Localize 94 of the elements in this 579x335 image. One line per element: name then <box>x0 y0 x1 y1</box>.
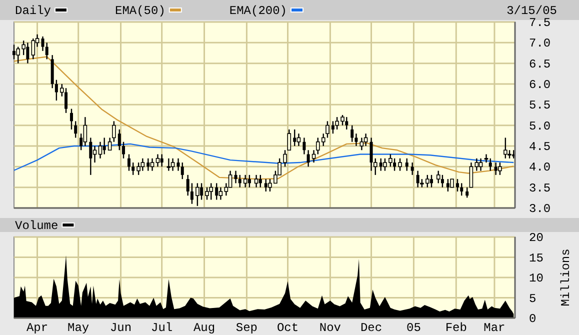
candlestick <box>180 162 184 180</box>
candlestick <box>364 133 368 147</box>
candlestick <box>136 162 140 176</box>
candlestick <box>41 36 44 52</box>
x-tick-label: Apr <box>26 321 48 335</box>
candlestick <box>293 128 296 147</box>
candlestick <box>350 124 354 142</box>
x-tick-label: Aug <box>193 321 216 335</box>
candlestick <box>166 158 171 172</box>
candlestick <box>70 108 73 130</box>
candlestick <box>215 182 218 200</box>
candlestick <box>112 120 116 142</box>
candlestick <box>98 141 102 159</box>
y-tick-label: 15 <box>529 251 544 266</box>
candlestick <box>218 186 223 200</box>
candlestick <box>398 158 402 172</box>
legend-label: EMA(200) <box>229 4 288 18</box>
candlestick <box>405 158 408 172</box>
y-tick-label: 20 <box>529 231 544 245</box>
x-tick-label: May <box>68 321 90 335</box>
y-axis-title: Millions <box>559 248 573 306</box>
y-tick-label: 5.5 <box>529 98 551 113</box>
candlestick <box>160 154 164 168</box>
candlestick <box>118 128 121 151</box>
x-tick-label: Jul <box>151 321 173 335</box>
candlestick <box>498 162 502 176</box>
y-tick-label: 5.0 <box>529 119 551 134</box>
candlestick <box>484 154 488 164</box>
candlestick <box>83 116 88 147</box>
candlestick <box>466 186 469 198</box>
candlestick <box>243 174 248 188</box>
y-tick-label: 3.0 <box>529 202 551 216</box>
candlestick <box>488 158 492 172</box>
candlestick <box>209 182 214 200</box>
candlestick <box>146 158 150 172</box>
candlestick <box>258 174 262 188</box>
text: 3/15/05 <box>506 4 557 18</box>
candlestick <box>360 137 364 151</box>
x-tick-label: 05 <box>406 321 421 335</box>
x-tick-label: Dec <box>360 321 382 335</box>
candlestick <box>150 158 154 172</box>
candlestick <box>306 150 310 168</box>
candlestick <box>31 38 36 60</box>
candlestick <box>234 170 238 184</box>
candlestick <box>254 174 258 188</box>
candlestick <box>89 137 92 176</box>
candlestick <box>478 158 483 172</box>
y-tick-label: 3.5 <box>529 181 551 196</box>
candlestick <box>74 120 78 138</box>
candlestick <box>474 158 479 172</box>
y-tick-label: 6.0 <box>529 78 551 92</box>
candlestick <box>190 182 194 204</box>
candlestick <box>504 137 508 159</box>
candlestick <box>45 42 48 60</box>
candlestick <box>410 162 414 176</box>
candlestick <box>238 174 242 188</box>
candlestick <box>132 162 135 176</box>
candlestick <box>170 158 175 172</box>
x-tick-label: Jun <box>110 321 132 335</box>
x-tick-label: Nov <box>319 321 342 335</box>
candlestick <box>122 141 126 159</box>
y-tick-label: 4.0 <box>529 160 551 175</box>
y-tick-label: 7.5 <box>529 16 551 30</box>
candlestick <box>354 133 358 147</box>
candlestick <box>127 154 130 172</box>
candlestick <box>140 158 145 172</box>
candlestick <box>186 174 190 196</box>
candlestick <box>248 174 251 188</box>
candlestick <box>176 158 180 172</box>
x-tick-label: Feb <box>445 321 467 335</box>
y-tick-label: 10 <box>529 272 544 286</box>
legend-label: EMA(50) <box>115 4 166 18</box>
candlestick <box>156 154 160 168</box>
candlestick <box>460 182 464 196</box>
x-tick-label: Mar <box>484 321 506 335</box>
y-tick-label: 4.5 <box>529 140 551 154</box>
candlestick <box>436 170 440 184</box>
candlestick <box>54 79 58 102</box>
candlestick <box>296 133 301 147</box>
candlestick <box>456 178 460 192</box>
candlestick <box>469 162 474 188</box>
y-tick-label: 7.0 <box>529 36 551 51</box>
y-tick-label: 6.5 <box>529 57 551 72</box>
y-tick-label: 0 <box>529 312 536 326</box>
candlestick <box>440 174 444 188</box>
candlestick <box>205 186 209 200</box>
legend-label: Daily <box>15 4 52 18</box>
y-tick-label: 5 <box>529 292 536 306</box>
legend-label: Volume <box>15 219 58 233</box>
candlestick <box>102 137 106 155</box>
x-tick-label: Sep <box>236 321 258 335</box>
candlestick <box>302 137 306 155</box>
candlestick <box>92 145 97 164</box>
x-tick-label: Oct <box>276 321 299 335</box>
